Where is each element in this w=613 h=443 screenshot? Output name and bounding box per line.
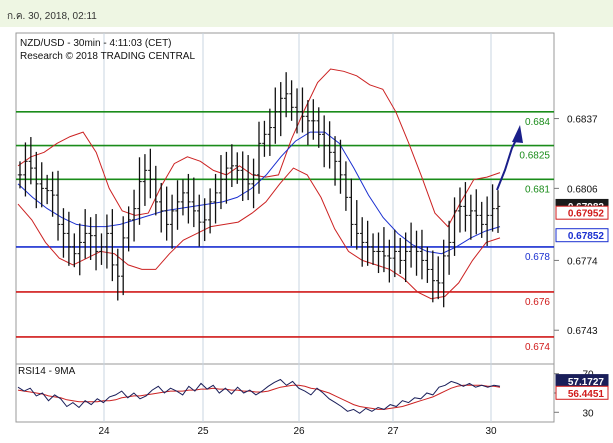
forecast-arrow-head xyxy=(512,125,523,143)
level-label: 0.674 xyxy=(525,342,550,353)
chart-subtitle: Research © 2018 TRADING CENTRAL xyxy=(20,51,195,62)
price-axis-label: 0.6774 xyxy=(567,256,598,267)
forecast-arrow xyxy=(496,125,523,191)
price-axis-label: 0.6743 xyxy=(567,326,598,337)
rsi-ma-line xyxy=(17,384,501,410)
rsi-label: RSI14 - 9MA xyxy=(18,366,76,377)
bollinger-lower-line xyxy=(17,167,501,300)
rsi-line xyxy=(17,378,501,414)
price-badge-label: 0.67852 xyxy=(568,231,605,242)
x-tick-label: 24 xyxy=(98,426,110,437)
level-label: 0.6825 xyxy=(519,151,550,162)
price-badge-label: 0.67952 xyxy=(568,209,605,220)
level-label: 0.684 xyxy=(525,117,550,128)
level-label: 0.678 xyxy=(525,252,550,263)
price-panel-frame xyxy=(15,32,555,365)
rsi-badge-box xyxy=(555,385,609,400)
forecast-arrow-line xyxy=(496,137,518,191)
timestamp-bar: ก.ค. 30, 2018, 02:11 xyxy=(0,0,613,27)
rsi-panel-frame xyxy=(15,363,555,423)
x-tick-label: 26 xyxy=(293,426,305,437)
level-label: 0.681 xyxy=(525,184,550,195)
x-tick-label: 25 xyxy=(197,426,209,437)
price-badge-box xyxy=(555,228,609,243)
time-axis: 24 25 26 27 30 xyxy=(98,426,497,437)
vertical-gridlines xyxy=(103,33,492,422)
rsi-badge-label: 56.4451 xyxy=(568,389,605,400)
rsi-axis-label: 30 xyxy=(582,408,594,419)
level-label: 0.676 xyxy=(525,297,550,308)
rsi-badge-label: 57.1727 xyxy=(568,377,605,388)
price-candles xyxy=(17,72,501,308)
x-tick-label: 27 xyxy=(387,426,399,437)
price-badge-box xyxy=(555,205,609,220)
price-axis-label: 0.6837 xyxy=(567,115,598,126)
price-axis: 0.6837 0.6806 0.6774 0.6743 xyxy=(554,115,598,337)
timestamp-text: ก.ค. 30, 2018, 02:11 xyxy=(7,11,97,22)
price-axis-label: 0.6806 xyxy=(567,184,598,195)
chart-title: NZD/USD - 30min - 4:11:03 (CET) xyxy=(20,38,172,49)
x-tick-label: 30 xyxy=(485,426,497,437)
